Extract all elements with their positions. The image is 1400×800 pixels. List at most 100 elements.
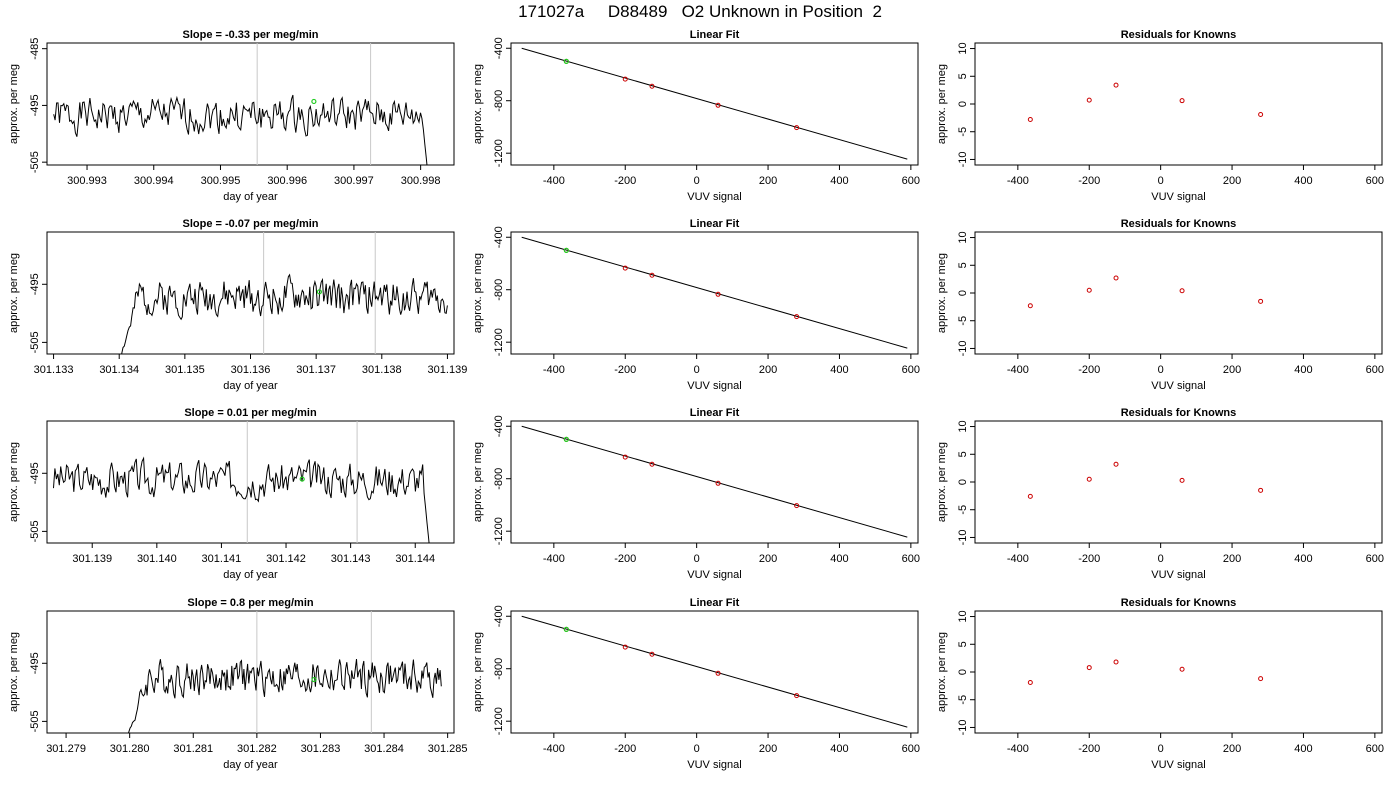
y-tick-label: 5 <box>957 451 969 457</box>
residual-point <box>1113 275 1119 281</box>
panel-title: Linear Fit <box>690 218 740 230</box>
y-axis-label: approx. per meg <box>8 632 20 712</box>
y-tick-label: 0 <box>957 669 969 675</box>
known-point <box>649 461 655 467</box>
plot-area <box>53 43 428 165</box>
known-point <box>649 272 655 278</box>
known-point <box>715 291 721 297</box>
x-tick-label: 301.280 <box>110 743 150 755</box>
x-tick-label: 400 <box>830 743 848 755</box>
x-tick-label: 0 <box>694 743 700 755</box>
y-axis-label: approx. per meg <box>936 442 948 522</box>
plot-frame <box>46 42 455 166</box>
x-tick-label: 200 <box>759 743 777 755</box>
x-axis-label: day of year <box>223 380 278 392</box>
panel-title: Residuals for Knowns <box>1121 597 1237 609</box>
plot-frame <box>510 231 919 355</box>
residual-point <box>1086 665 1092 671</box>
unknown-point <box>563 436 569 442</box>
x-tick-label: 301.283 <box>301 743 341 755</box>
known-point <box>794 693 800 699</box>
x-tick-label: 301.139 <box>428 364 468 376</box>
y-axis-label: approx. per meg <box>472 632 484 712</box>
y-tick-label: -505 <box>29 710 41 732</box>
x-tick-label: 0 <box>694 364 700 376</box>
y-tick-label: 10 <box>957 42 969 54</box>
panel-row2-timeseries: Slope = -0.07 per meg/min 301.133 301.134 3… <box>8 218 467 392</box>
x-tick-label: 400 <box>1294 175 1312 187</box>
fit-line <box>521 425 908 538</box>
unknown-marker <box>316 289 323 295</box>
x-tick-label: 301.136 <box>231 364 271 376</box>
y-tick-label: -400 <box>493 605 505 627</box>
x-tick-label: 200 <box>759 364 777 376</box>
x-tick-label: 301.139 <box>72 553 112 565</box>
y-tick-label: -5 <box>957 127 969 137</box>
x-tick-label: -400 <box>1007 553 1029 565</box>
y-axis-label: approx. per meg <box>472 442 484 522</box>
y-axis-label: approx. per meg <box>936 632 948 712</box>
panel-title: Slope = -0.07 per meg/min <box>182 218 318 230</box>
x-tick-label: -400 <box>543 553 565 565</box>
panel-title: Slope = 0.8 per meg/min <box>187 597 314 609</box>
y-tick-label: -400 <box>493 37 505 59</box>
fit-line <box>521 236 908 349</box>
panel-row1-residuals: Residuals for Knowns -400 -200 0 200 400 600 10… <box>936 29 1384 203</box>
known-point <box>794 503 800 509</box>
x-tick-label: -200 <box>1078 743 1100 755</box>
y-tick-label: 0 <box>957 101 969 107</box>
unknown-marker <box>311 676 317 683</box>
panel-row4-residuals: Residuals for Knowns -400 -200 0 200 400 600 10… <box>936 597 1384 771</box>
x-tick-label: 301.142 <box>266 553 306 565</box>
x-tick-label: 400 <box>1294 553 1312 565</box>
y-tick-label: -800 <box>493 279 505 301</box>
y-tick-label: 0 <box>957 290 969 296</box>
x-tick-label: -200 <box>1078 553 1100 565</box>
fit-line <box>521 47 908 160</box>
x-tick-label: -400 <box>543 743 565 755</box>
plot-area <box>521 615 908 728</box>
panel-title: Residuals for Knowns <box>1121 29 1237 41</box>
panel-row4-timeseries: Slope = 0.8 per meg/min 301.279 301.280 301… <box>8 597 468 771</box>
y-tick-label: 0 <box>957 479 969 485</box>
residual-point <box>1179 477 1185 483</box>
residual-point <box>1113 659 1119 665</box>
x-tick-label: 300.998 <box>401 175 441 187</box>
page-title: 171027a D88489 O2 Unknown in Position 2 <box>518 2 882 21</box>
y-tick-label: -10 <box>957 152 969 168</box>
x-tick-label: 200 <box>1223 553 1241 565</box>
unknown-point <box>563 247 569 253</box>
x-tick-label: 200 <box>759 553 777 565</box>
y-tick-label: -5 <box>957 316 969 326</box>
x-tick-label: -400 <box>1007 743 1029 755</box>
x-tick-label: 300.997 <box>334 175 374 187</box>
residual-point <box>1258 676 1264 682</box>
y-tick-label: -495 <box>29 94 41 116</box>
y-tick-label: -5 <box>957 695 969 705</box>
x-tick-label: -200 <box>1078 364 1100 376</box>
residual-point <box>1086 476 1092 482</box>
x-axis-label: VUV signal <box>1151 380 1205 392</box>
data-trace <box>53 456 430 543</box>
data-trace <box>121 273 448 354</box>
x-tick-label: -200 <box>614 553 636 565</box>
data-trace <box>53 94 428 165</box>
x-tick-label: 300.996 <box>267 175 307 187</box>
y-axis-label: approx. per meg <box>936 64 948 144</box>
x-axis-label: VUV signal <box>687 569 741 581</box>
known-point <box>794 314 800 320</box>
x-tick-label: 300.994 <box>134 175 174 187</box>
x-axis-label: day of year <box>223 191 278 203</box>
known-point <box>622 265 628 271</box>
residual-point <box>1086 287 1092 293</box>
x-tick-label: 400 <box>1294 364 1312 376</box>
fit-line <box>521 615 908 728</box>
y-tick-label: -800 <box>493 658 505 680</box>
y-tick-label: -495 <box>29 652 41 674</box>
x-tick-label: -200 <box>614 175 636 187</box>
plot-frame <box>46 610 455 734</box>
known-point <box>649 83 655 89</box>
x-tick-label: 301.140 <box>137 553 177 565</box>
y-tick-label: -495 <box>29 273 41 295</box>
